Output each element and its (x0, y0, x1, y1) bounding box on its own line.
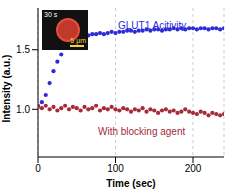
html-text:30 s: 30 s (44, 11, 58, 18)
html-text:GLUT1 Acitivity: GLUT1 Acitivity (118, 20, 187, 31)
svg-text:0: 0 (35, 163, 41, 174)
svg-text:100: 100 (107, 163, 124, 174)
svg-text:1.5: 1.5 (16, 44, 30, 55)
svg-text:Time (sec): Time (sec) (106, 178, 155, 189)
svg-text:200: 200 (185, 163, 202, 174)
html-text:5 μm: 5 μm (70, 37, 86, 44)
svg-text:Intensity (a.u.): Intensity (a.u.) (1, 55, 12, 123)
svg-text:1.0: 1.0 (16, 104, 30, 115)
html-text:With blocking agent: With blocking agent (98, 126, 186, 137)
